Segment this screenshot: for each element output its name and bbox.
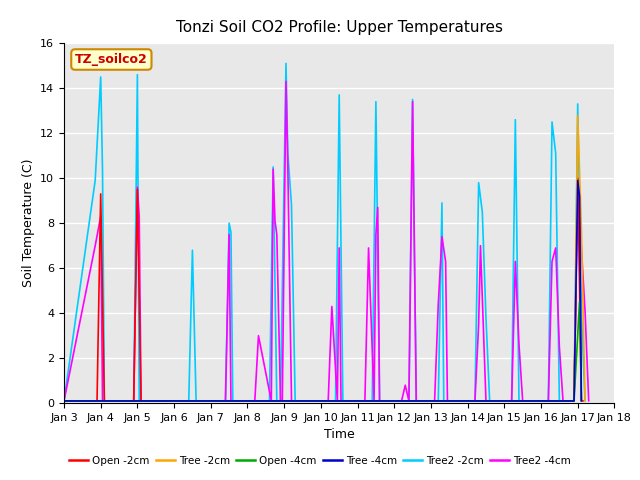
X-axis label: Time: Time [324,429,355,442]
Y-axis label: Soil Temperature (C): Soil Temperature (C) [22,159,35,288]
Title: Tonzi Soil CO2 Profile: Upper Temperatures: Tonzi Soil CO2 Profile: Upper Temperatur… [176,20,502,35]
Text: TZ_soilco2: TZ_soilco2 [75,53,148,66]
Legend: Open -2cm, Tree -2cm, Open -4cm, Tree -4cm, Tree2 -2cm, Tree2 -4cm: Open -2cm, Tree -2cm, Open -4cm, Tree -4… [65,452,575,470]
